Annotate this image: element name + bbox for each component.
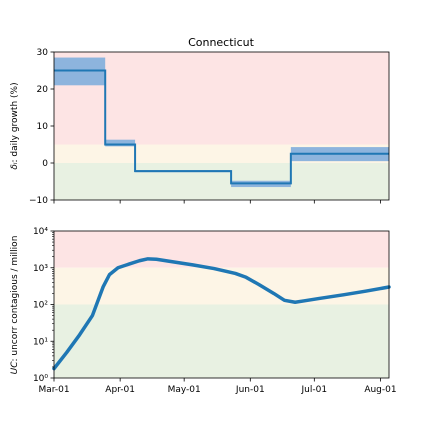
xtick-label: Jul-01 <box>301 385 328 395</box>
confidence-band <box>105 139 136 147</box>
xtick-label: Aug-01 <box>364 385 396 395</box>
zone-0 <box>54 52 389 145</box>
contagious-ylabel-text: : uncorr contagious / million <box>10 236 20 362</box>
ytick-label: 10 <box>37 122 49 132</box>
ytick-label: 0 <box>42 159 48 169</box>
contagious-panel: 10⁰ 10¹ 10² 10³ 10⁴ Mar-01 Apr-01 May-01 Jun-01 J… <box>10 227 397 395</box>
ytick-label: 10⁴ <box>33 227 48 237</box>
xtick-label: May-01 <box>168 385 201 395</box>
ytick-label: 10¹ <box>33 337 48 347</box>
ytick-label: 10⁰ <box>33 374 48 384</box>
growth-ylabel-symbol: δᵢ <box>10 162 20 170</box>
growth-axes-frame <box>53 51 390 201</box>
growth-ylabel-text: : daily growth (%) <box>10 82 20 162</box>
contagious-zones <box>54 231 389 378</box>
chart-title: Connecticut <box>188 36 255 49</box>
ytick-label: 20 <box>37 85 49 95</box>
ytick-label: 10³ <box>33 264 48 274</box>
contagious-line <box>52 257 391 371</box>
ytick-label: −10 <box>29 196 48 206</box>
growth-ylabel: δᵢ: daily growth (%) <box>10 82 20 169</box>
zone-2 <box>54 163 389 200</box>
ytick-label: 30 <box>37 48 49 58</box>
contagious-ylabel: UC: uncorr contagious / million <box>10 236 20 375</box>
ytick-label: 10² <box>33 301 48 311</box>
growth-step-line <box>54 69 389 185</box>
growth-panel: −10 0 10 20 30 Connecticut δᵢ: daily growth … <box>10 36 390 206</box>
zone-2 <box>54 304 389 378</box>
xtick-label: Apr-01 <box>105 385 135 395</box>
contagious-axes-frame <box>53 230 390 379</box>
contagious-ticks: 10⁰ 10¹ 10² 10³ 10⁴ Mar-01 Apr-01 May-01 Jun-01 J… <box>33 227 397 395</box>
zone-0 <box>54 231 389 268</box>
xtick-label: Jun-01 <box>235 385 265 395</box>
growth-ticks: −10 0 10 20 30 <box>29 48 381 206</box>
xtick-label: Mar-01 <box>38 385 69 395</box>
contagious-ylabel-symbol: UC <box>10 361 20 375</box>
